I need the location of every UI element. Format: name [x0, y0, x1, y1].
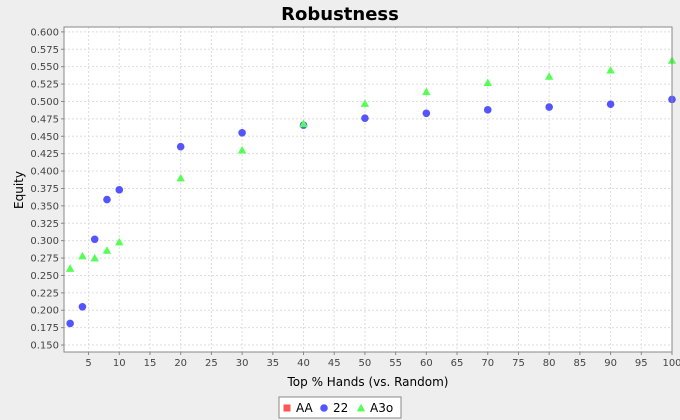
- x-tick-label: 20: [174, 358, 187, 369]
- x-tick-label: 25: [205, 358, 218, 369]
- data-point-22: [103, 195, 111, 204]
- y-tick-label: 0.350: [30, 201, 59, 212]
- data-point-22: [483, 106, 492, 114]
- data-point-22: [90, 235, 99, 244]
- x-tick-label: 30: [236, 358, 249, 369]
- legend-box: [278, 396, 402, 419]
- data-point-22: [545, 103, 553, 111]
- x-tick-label: 95: [635, 358, 648, 369]
- legend-label-aa: AA: [296, 401, 314, 415]
- data-point-a3o: [115, 237, 124, 246]
- y-tick-label: 0.400: [30, 167, 59, 178]
- y-tick-label: 0.250: [30, 271, 59, 282]
- grid-lines: [64, 27, 673, 352]
- y-tick-label: 0.200: [30, 306, 59, 317]
- data-point-a3o: [606, 65, 615, 74]
- y-tick-label: 0.150: [30, 341, 59, 352]
- legend-label-a3o: A3o: [370, 401, 393, 415]
- plot-border: [63, 26, 673, 353]
- y-tick-label: 0.475: [30, 114, 59, 125]
- y-tick-label: 0.575: [30, 45, 59, 56]
- x-axis: 5 10 15 20 25 30 35 40 45 50 55 60 65 70 75 80 85 90 95 100: [85, 352, 680, 369]
- legend-label-22: 22: [333, 401, 348, 415]
- x-tick-label: 90: [604, 358, 617, 369]
- y-axis-label: Equity: [12, 171, 26, 209]
- y-tick-label: 0.525: [30, 80, 59, 91]
- data-point-a3o: [299, 119, 308, 128]
- data-point-a3o: [237, 145, 247, 154]
- x-tick-label: 15: [144, 358, 157, 369]
- data-point-22: [238, 128, 246, 137]
- y-tick-label: 0.600: [30, 27, 59, 38]
- data-point-a3o: [360, 99, 370, 107]
- x-tick-label: 45: [328, 358, 341, 369]
- data-point-a3o: [176, 173, 185, 182]
- y-tick-label: 0.225: [30, 288, 59, 299]
- y-tick-label: 0.175: [30, 323, 59, 334]
- chart-title: Robustness: [281, 4, 399, 25]
- data-point-a3o: [102, 246, 112, 254]
- legend: AA 22 A3o: [278, 396, 402, 419]
- x-tick-label: 100: [662, 358, 680, 369]
- y-tick-label: 0.275: [30, 254, 59, 265]
- data-points: [65, 56, 677, 328]
- x-tick-label: 60: [420, 358, 433, 369]
- y-tick-label: 0.325: [30, 219, 59, 230]
- y-tick-label: 0.550: [30, 62, 59, 73]
- data-point-a3o: [544, 72, 554, 80]
- x-tick-label: 55: [389, 358, 402, 369]
- y-tick-label: 0.450: [30, 132, 59, 143]
- data-point-a3o: [422, 87, 431, 96]
- x-tick-label: 40: [297, 358, 310, 369]
- y-tick-label: 0.500: [30, 97, 59, 108]
- data-point-a3o: [65, 264, 75, 272]
- data-point-22: [606, 100, 615, 109]
- x-tick-label: 75: [512, 358, 525, 369]
- legend-marker-aa: [283, 404, 291, 412]
- legend-marker-a3o: [356, 403, 366, 412]
- y-tick-label: 0.425: [30, 149, 59, 160]
- x-tick-label: 85: [574, 358, 587, 369]
- plot-area: [64, 27, 672, 352]
- y-tick-label: 0.375: [30, 184, 59, 195]
- data-point-22: [78, 302, 87, 311]
- x-tick-label: 50: [359, 358, 372, 369]
- data-point-22: [176, 142, 185, 151]
- y-tick-label: 0.300: [30, 236, 59, 247]
- y-axis: 0.150 0.175 0.200 0.225 0.250 0.275 0.300 0.325…: [30, 27, 64, 352]
- data-point-22: [422, 109, 431, 118]
- data-point-a3o: [90, 253, 99, 262]
- x-tick-label: 35: [266, 358, 279, 369]
- x-axis-label: Top % Hands (vs. Random): [287, 375, 449, 389]
- data-point-a3o: [78, 251, 87, 260]
- data-point-22: [361, 114, 369, 122]
- data-point-a3o: [483, 78, 492, 87]
- x-tick-label: 65: [451, 358, 464, 369]
- x-tick-label: 80: [543, 358, 556, 369]
- x-tick-label: 5: [85, 358, 91, 369]
- x-tick-label: 10: [113, 358, 126, 369]
- x-tick-label: 70: [481, 358, 494, 369]
- data-point-22: [66, 319, 74, 328]
- legend-marker-22: [320, 404, 328, 412]
- data-point-22: [115, 186, 124, 194]
